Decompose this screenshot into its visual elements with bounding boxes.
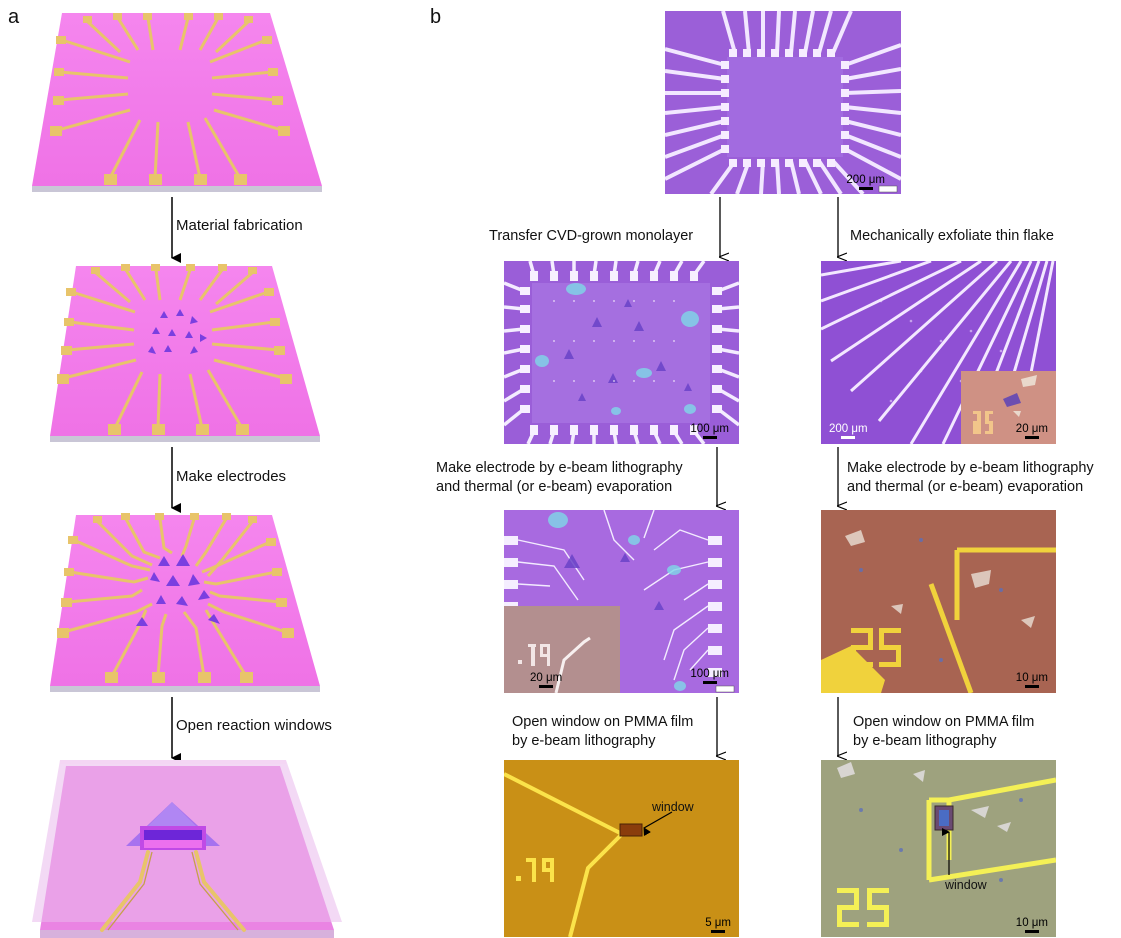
scale-bar-left2-inset-label: 20 μm (530, 672, 563, 684)
scale-bar-left2-main: 100 μm (690, 668, 729, 684)
scale-bar-right2: 10 μm (1016, 672, 1048, 688)
scale-bar-right1-inset: 20 μm (1016, 423, 1048, 439)
scale-bar-left1-line (702, 436, 717, 439)
step-label-right-window-1: Open window on PMMA film (853, 714, 1035, 730)
schematic-electrodes-only (32, 13, 322, 192)
step-label-exfoliate: Mechanically exfoliate thin flake (850, 228, 1054, 244)
scale-bar-left1: 100 μm (690, 423, 729, 439)
step-label-right-electrode-2: and thermal (or e-beam) evaporation (847, 479, 1084, 495)
scale-bar-top-label: 200 μm (846, 174, 885, 186)
scale-bar-right1-main-line (841, 436, 856, 439)
scale-bar-left2-inset: 20 μm (530, 672, 562, 688)
step-label-right-electrode-1: Make electrode by e-beam lithography (847, 460, 1094, 476)
micrograph-exfoliated-flake: 200 μm 20 μm (821, 261, 1056, 444)
step-label-open-reaction-windows: Open reaction windows (176, 717, 332, 734)
micrograph-cvd-electrodes: 20 μm 100 μm (504, 510, 739, 693)
window-label-left: window (652, 800, 694, 814)
scale-bar-top: 200 μm (846, 174, 885, 190)
micrograph-cvd-monolayer: 100 μm (504, 261, 739, 444)
panel-a-schematic (32, 13, 342, 938)
scale-bar-right2-label: 10 μm (1015, 672, 1048, 684)
scale-bar-right1-main: 200 μm (829, 423, 868, 439)
step-label-make-electrodes: Make electrodes (176, 468, 287, 485)
scale-bar-left2-inset-line (539, 685, 554, 688)
scale-bar-right2-line (1024, 685, 1039, 688)
step-label-left-electrode-1: Make electrode by e-beam lithography (436, 460, 683, 476)
panel-label-a: a (8, 6, 20, 28)
micrograph-pmma-window-left: window 5 μm (504, 760, 739, 937)
scale-bar-top-line (858, 187, 873, 190)
scale-bar-right1-main-label: 200 μm (829, 423, 868, 435)
scale-bar-left2-main-label: 100 μm (690, 668, 729, 680)
scale-bar-right3-line (1024, 930, 1039, 933)
schematic-reaction-window (32, 760, 342, 938)
scale-bar-left2-main-line (702, 681, 717, 684)
micrograph-flake-electrodes: 10 μm (821, 510, 1056, 693)
step-label-transfer-cvd: Transfer CVD-grown monolayer (489, 228, 694, 244)
step-label-material-fabrication: Material fabrication (176, 217, 303, 234)
scale-bar-left3-line (711, 930, 726, 933)
schematic-with-electrodes-on-flakes (50, 513, 320, 692)
scale-bar-right1-inset-line (1024, 436, 1039, 439)
micrograph-electrode-array: 200 μm (665, 11, 901, 194)
step-label-left-electrode-2: and thermal (or e-beam) evaporation (436, 479, 673, 495)
scale-bar-right3-label: 10 μm (1015, 917, 1048, 929)
panel-label-b: b (430, 6, 442, 28)
step-label-left-window-1: Open window on PMMA film (512, 714, 694, 730)
schematic-with-flakes (50, 264, 320, 442)
scale-bar-left3-label: 5 μm (705, 917, 731, 929)
window-label-right: window (945, 878, 987, 892)
scale-bar-left1-label: 100 μm (690, 423, 729, 435)
scale-bar-right1-inset-label: 20 μm (1015, 423, 1048, 435)
micrograph-pmma-window-right: window 10 μm (821, 760, 1056, 937)
scale-bar-left3: 5 μm (705, 917, 731, 933)
step-label-left-window-2: by e-beam lithography (512, 733, 656, 749)
scale-bar-right3: 10 μm (1016, 917, 1048, 933)
step-label-right-window-2: by e-beam lithography (853, 733, 997, 749)
